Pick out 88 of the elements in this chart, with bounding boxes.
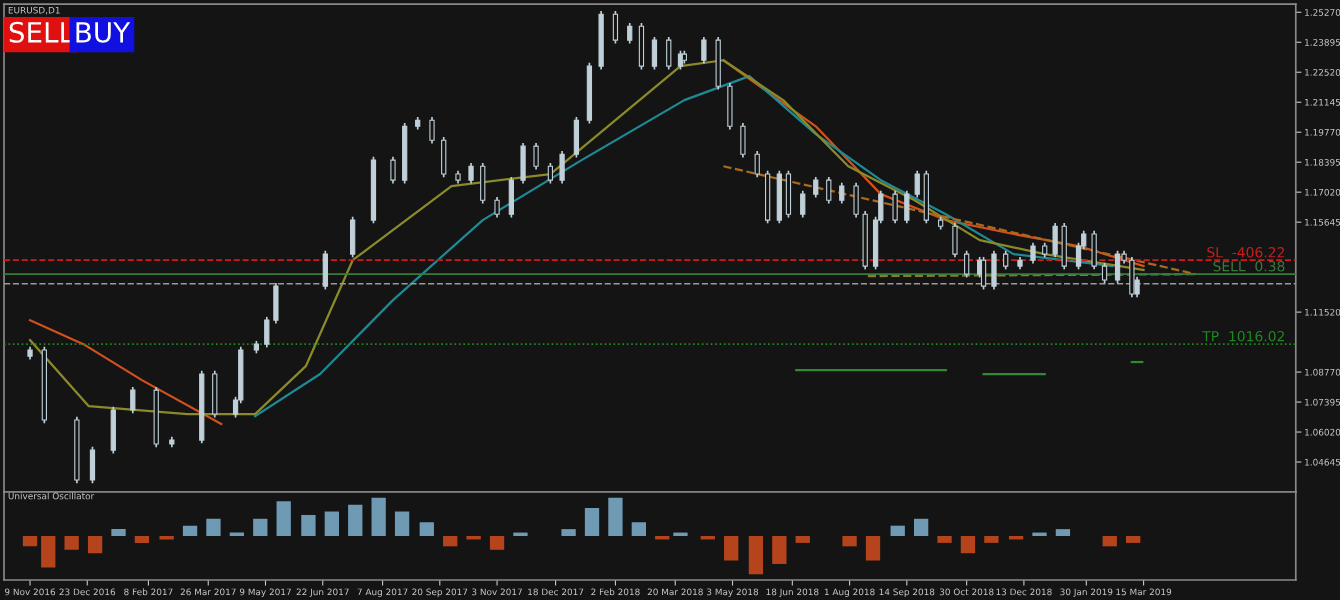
candlestick: [980, 256, 987, 291]
bar: [206, 518, 221, 537]
candlestick: [533, 142, 539, 171]
bar: [1126, 536, 1141, 543]
candlestick: [520, 142, 526, 185]
candlestick: [573, 116, 580, 159]
bar: [1102, 536, 1117, 547]
bar: [937, 536, 952, 543]
candlestick: [991, 249, 997, 291]
bar: [842, 536, 857, 547]
candlestick: [1129, 256, 1135, 299]
candlestick: [785, 169, 792, 219]
candlestick: [350, 215, 356, 259]
candlestick: [89, 446, 96, 485]
bar: [795, 536, 810, 543]
bar: [1055, 529, 1071, 537]
candlestick: [754, 150, 760, 179]
bar: [419, 522, 434, 537]
candlestick: [559, 150, 565, 185]
candlestick: [952, 222, 958, 259]
candlestick: [776, 169, 782, 225]
bar: [443, 536, 458, 547]
bar: [301, 514, 316, 537]
bar: [865, 536, 881, 561]
candlestick: [1003, 249, 1009, 271]
candlestick: [727, 82, 733, 131]
candlestick: [715, 36, 721, 91]
candlestick: [468, 162, 474, 185]
candlestick: [441, 136, 447, 179]
candlestick: [964, 249, 970, 279]
candlestick: [508, 176, 514, 219]
bar: [561, 529, 576, 537]
candlestick: [1101, 261, 1108, 285]
bar: [276, 501, 291, 537]
bar: [324, 511, 339, 537]
line-series: [253, 75, 1114, 418]
bar: [41, 536, 56, 568]
candlestick: [892, 190, 898, 225]
annotation: BUY: [76, 22, 131, 43]
candlestick: [547, 162, 554, 185]
candlestick: [914, 169, 920, 199]
candlestick: [110, 405, 116, 455]
candlestick: [494, 196, 500, 219]
candlestick: [322, 249, 328, 291]
bar: [960, 536, 976, 554]
candlestick: [480, 162, 486, 205]
candlestick: [1114, 249, 1121, 285]
bar: [371, 497, 386, 537]
bar: [984, 536, 999, 543]
candlestick: [764, 169, 771, 225]
bar: [724, 536, 739, 561]
candlestick: [612, 10, 619, 45]
candlestick: [813, 176, 819, 199]
candlestick: [740, 122, 746, 159]
bar: [489, 536, 505, 550]
bar: [584, 508, 600, 537]
bar: [890, 525, 905, 537]
bar: [348, 504, 363, 537]
bar: [913, 518, 929, 537]
bar: [22, 536, 38, 547]
candlestick: [701, 36, 707, 65]
bar: [87, 536, 103, 554]
candlestick: [651, 36, 658, 71]
bar: [253, 518, 268, 537]
candlestick: [638, 22, 645, 71]
bar: [748, 536, 764, 575]
candlestick: [923, 169, 929, 225]
bar: [608, 497, 623, 537]
candlestick: [390, 156, 396, 185]
bar: [631, 522, 646, 537]
bar: [111, 529, 126, 537]
bar: [772, 536, 787, 564]
candlestick: [800, 190, 806, 219]
bar: [182, 525, 198, 537]
annotation: SELL: [9, 21, 74, 43]
candlestick: [826, 176, 832, 205]
candlestick: [1091, 229, 1097, 271]
candlestick: [212, 369, 218, 419]
candlestick: [627, 22, 633, 45]
bar: [394, 511, 410, 537]
candlestick: [904, 190, 910, 225]
candlestick: [839, 181, 845, 205]
candlestick: [429, 116, 435, 145]
candlestick: [666, 36, 672, 71]
candlestick: [130, 386, 136, 415]
candlestick: [1030, 241, 1036, 265]
bar: [64, 536, 79, 550]
bar: [134, 536, 150, 543]
